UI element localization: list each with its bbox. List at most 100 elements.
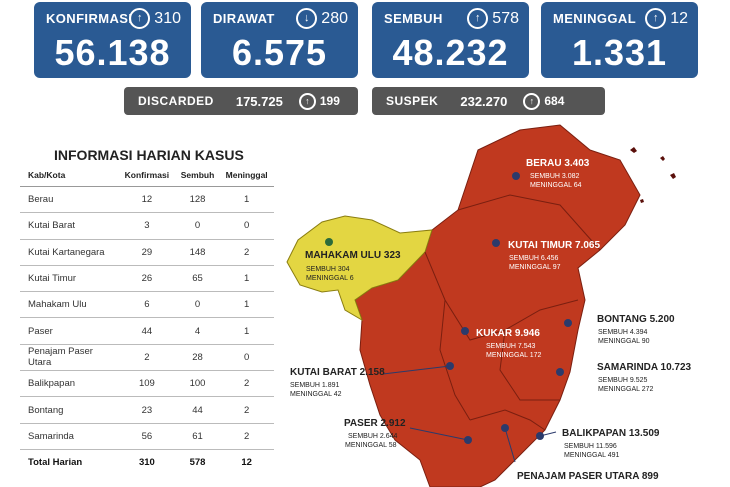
region-total: PENAJAM PASER UTARA 899: [517, 471, 659, 482]
table-header-row: Kab/Kota Konfirmasi Sembuh Meninggal: [20, 164, 274, 187]
label-kutai-barat: KUTAI BARAT 2.158 SEMBUH 1.891 MENINGGAL…: [290, 367, 385, 398]
region-border: [457, 194, 601, 251]
label-kutai-timur: KUTAI TIMUR 7.065 SEMBUH 6.456 MENINGGAL…: [508, 240, 600, 271]
cell: 65: [175, 265, 220, 293]
leader-line: [409, 427, 469, 441]
arrow-up-icon: ↑: [645, 8, 667, 29]
region-sembuh: SEMBUH 6.456: [509, 255, 559, 262]
cell: 2: [219, 396, 274, 424]
leader-line: [504, 427, 516, 463]
region-meninggal: MENINGGAL 491: [564, 452, 619, 459]
region-meninggal: MENINGGAL 6: [306, 275, 354, 282]
region-total: BALIKPAPAN 13.509: [562, 428, 660, 439]
cell: 0: [175, 212, 220, 240]
region-sembuh: SEMBUH 7.543: [486, 343, 536, 350]
card-value: 1.331: [571, 32, 668, 73]
delta-value: 199: [319, 94, 340, 108]
table-row: Mahakam Ulu 6 0 1: [20, 291, 274, 319]
marker-berau: [512, 172, 520, 180]
discarded-value: 175.725: [235, 93, 283, 109]
cell: 2: [219, 423, 274, 450]
cell: Samarinda: [20, 423, 118, 450]
cell: 2: [219, 239, 274, 266]
dirawat-card: DIRAWAT ↓ 280 6.575: [201, 2, 358, 78]
cell: Mahakam Ulu: [20, 291, 118, 319]
card-label: DIRAWAT: [213, 11, 275, 26]
cell: 12: [241, 457, 252, 469]
region-border: [469, 409, 546, 431]
cell: Paser: [20, 317, 118, 345]
label-balikpapan: BALIKPAPAN 13.509 SEMBUH 11.596 MENINGGA…: [562, 428, 660, 459]
total-row: Total Harian 310 578 12: [20, 449, 274, 475]
suspek-value: 232.270: [460, 93, 508, 109]
table-row: Bontang 23 44 2: [20, 396, 274, 424]
region-total: BONTANG 5.200: [597, 314, 675, 325]
arrow-up-icon: ↑: [129, 8, 151, 29]
label-paser: PASER 2.912 SEMBUH 2.644 MENINGGAL 58: [344, 418, 406, 449]
region-meninggal: MENINGGAL 90: [598, 338, 650, 345]
arrow-up-icon: ↑: [467, 8, 489, 29]
cell: 0: [219, 344, 274, 372]
cell: 28: [175, 344, 220, 372]
suspek-label: SUSPEK: [386, 94, 439, 108]
cell: 148: [175, 239, 220, 266]
daily-cases-table: Kab/Kota Konfirmasi Sembuh Meninggal Ber…: [20, 164, 274, 475]
suspek-card: SUSPEK 232.270 ↑ 684: [372, 87, 605, 115]
region-meninggal: MENINGGAL 272: [598, 386, 653, 393]
cell: Berau: [20, 186, 118, 214]
region-total: BERAU 3.403: [526, 158, 590, 169]
marker-kutai-timur: [492, 239, 500, 247]
card-value: 56.138: [54, 32, 171, 73]
cell: Kutai Kartanegara: [20, 239, 118, 266]
card-label: KONFIRMASI: [46, 11, 133, 26]
region-sembuh: SEMBUH 3.082: [530, 173, 580, 180]
cell: 23: [118, 396, 176, 424]
col-header: Sembuh: [175, 164, 220, 187]
card-delta: ↓ 280: [296, 8, 348, 29]
island: [630, 147, 676, 203]
cell: Kutai Barat: [20, 212, 118, 240]
region-total: SAMARINDA 10.723: [597, 362, 692, 373]
region-meninggal: MENINGGAL 97: [509, 264, 561, 271]
cell: 310: [138, 457, 155, 469]
region-total: KUKAR 9.946: [476, 328, 540, 339]
card-label: SEMBUH: [384, 11, 443, 26]
region-sembuh: SEMBUH 9.525: [598, 377, 648, 384]
cell: 1: [219, 317, 274, 345]
label-mahakam-ulu: MAHAKAM ULU 323 SEMBUH 304 MENINGGAL 6: [305, 250, 401, 282]
cell: Balikpapan: [20, 370, 118, 398]
delta-value: 12: [670, 9, 688, 27]
meninggal-card: MENINGGAL ↑ 12 1.331: [541, 2, 698, 78]
region-total: PASER 2.912: [344, 418, 406, 429]
col-header: Meninggal: [219, 164, 274, 187]
leader-line: [539, 431, 557, 437]
region-border: [439, 299, 471, 421]
table-row: Kutai Kartanegara 29 148 2: [20, 239, 274, 266]
leader-line: [382, 365, 451, 375]
sembuh-card: SEMBUH ↑ 578 48.232: [372, 2, 529, 78]
table-row: Penajam Paser Utara 2 28 0: [20, 344, 274, 372]
cell: 1: [219, 265, 274, 293]
cell: 1: [219, 186, 274, 214]
table-row: Samarinda 56 61 2: [20, 423, 274, 450]
yellow-zone-mahakam-ulu: [286, 215, 433, 322]
discarded-delta: ↑ 199: [298, 92, 340, 110]
region-sembuh: SEMBUH 11.596: [564, 443, 617, 450]
card-value: 48.232: [392, 32, 509, 73]
cell: 44: [118, 317, 176, 345]
label-kukar: KUKAR 9.946 SEMBUH 7.543 MENINGGAL 172: [476, 328, 541, 359]
marker-bontang: [564, 319, 572, 327]
col-header: Kab/Kota: [20, 164, 118, 187]
table-row: Berau 12 128 1: [20, 186, 274, 214]
region-meninggal: MENINGGAL 58: [345, 442, 397, 449]
region-meninggal: MENINGGAL 64: [530, 182, 582, 189]
arrow-down-icon: ↓: [296, 8, 318, 29]
cell: 2: [118, 344, 176, 372]
table-row: Kutai Barat 3 0 0: [20, 212, 274, 240]
cell: 61: [175, 423, 220, 450]
region-border: [424, 251, 579, 341]
region-meninggal: MENINGGAL 172: [486, 352, 541, 359]
label-ppu: PENAJAM PASER UTARA 899: [517, 471, 659, 482]
region-sembuh: SEMBUH 304: [306, 266, 350, 273]
cell: 12: [118, 186, 176, 214]
